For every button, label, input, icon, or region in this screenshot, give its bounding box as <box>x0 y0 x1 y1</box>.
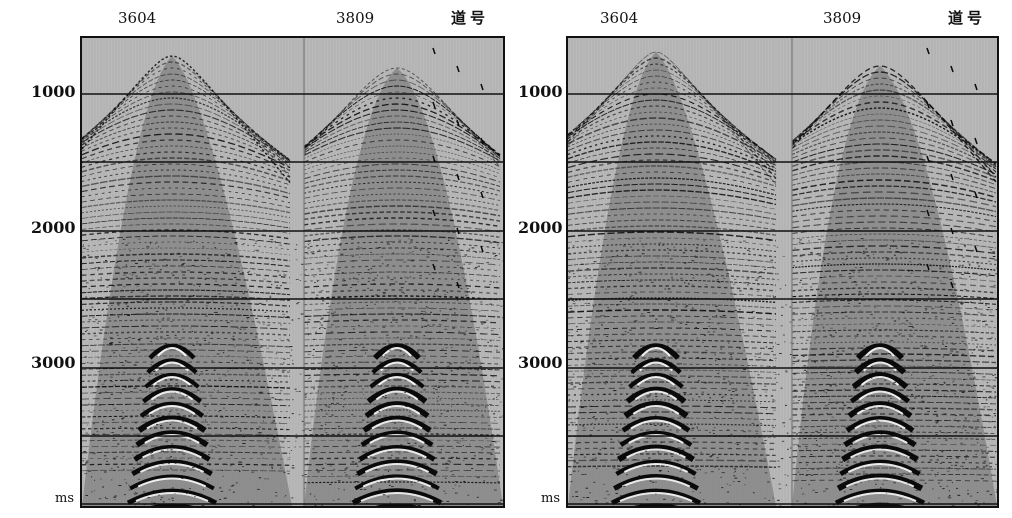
time-unit-label: ms <box>55 491 74 506</box>
seismic-gather-image <box>80 36 505 508</box>
time-tick-2000: 2000 <box>31 218 76 237</box>
time-tick-1000: 1000 <box>31 82 76 101</box>
seismic-gather-svg <box>82 38 503 506</box>
time-tick-1000: 1000 <box>518 82 563 101</box>
trace-label-3604: 3604 <box>118 9 157 27</box>
seismic-gather-svg <box>568 38 997 506</box>
trace-label-3809: 3809 <box>336 9 375 27</box>
channel-number-label: 道号 <box>451 9 490 27</box>
time-tick-3000: 3000 <box>518 353 563 372</box>
right-seismic-panel: 3604 3809 道号 1000 2000 3000 ms <box>505 0 1012 518</box>
time-unit-label: ms <box>541 491 560 506</box>
time-tick-2000: 2000 <box>518 218 563 237</box>
channel-number-label: 道号 <box>948 9 987 27</box>
trace-label-3809: 3809 <box>823 9 862 27</box>
seismic-gather-image <box>566 36 999 508</box>
left-seismic-panel: 3604 3809 道号 1000 2000 3000 ms <box>0 0 505 518</box>
time-tick-3000: 3000 <box>31 353 76 372</box>
trace-label-3604: 3604 <box>600 9 639 27</box>
